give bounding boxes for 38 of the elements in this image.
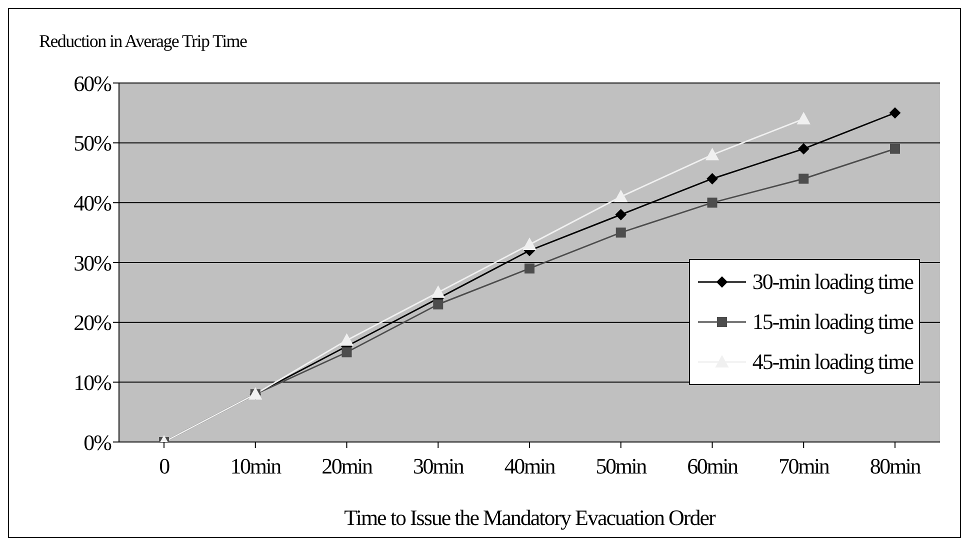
- point: [706, 148, 719, 160]
- y-axis-title: Reduction in Average Trip Time: [39, 31, 247, 52]
- point: [797, 112, 810, 124]
- point: [890, 107, 900, 118]
- x-tick-label: 30min: [413, 454, 464, 479]
- y-tick-label: 60%: [74, 70, 112, 96]
- y-tick-label: 10%: [74, 370, 112, 395]
- point: [523, 238, 536, 250]
- x-tick-label: 80min: [870, 454, 922, 479]
- point: [798, 143, 810, 154]
- point: [433, 299, 444, 310]
- legend-label: 45-min loading time: [752, 348, 913, 376]
- point: [340, 334, 354, 346]
- point: [524, 263, 534, 274]
- point: [342, 347, 352, 358]
- x-tick-label: 40min: [504, 454, 556, 479]
- y-tick-label: 20%: [74, 310, 112, 336]
- legend-label: 30-min loading time: [752, 268, 913, 296]
- x-tick-label: 0: [159, 454, 170, 479]
- x-tick-label: 10min: [230, 454, 282, 479]
- point: [706, 173, 718, 184]
- point: [614, 190, 628, 202]
- point: [890, 144, 900, 154]
- legend-label: 15-min loading time: [752, 308, 913, 336]
- point: [616, 228, 626, 238]
- y-tick-label: 0%: [84, 430, 112, 455]
- y-tick-label: 40%: [74, 190, 112, 216]
- x-tick-label: 50min: [596, 454, 648, 479]
- point: [432, 286, 445, 298]
- point: [615, 209, 626, 220]
- x-axis-title: Time to Issue the Mandatory Evacuation Order: [344, 505, 716, 530]
- point: [798, 174, 809, 184]
- y-tick-label: 50%: [74, 130, 112, 156]
- x-tick-label: 60min: [687, 454, 739, 479]
- y-tick-label: 30%: [74, 250, 112, 276]
- x-tick-label: 70min: [778, 454, 830, 479]
- point: [707, 198, 718, 208]
- x-tick-label: 20min: [322, 454, 374, 479]
